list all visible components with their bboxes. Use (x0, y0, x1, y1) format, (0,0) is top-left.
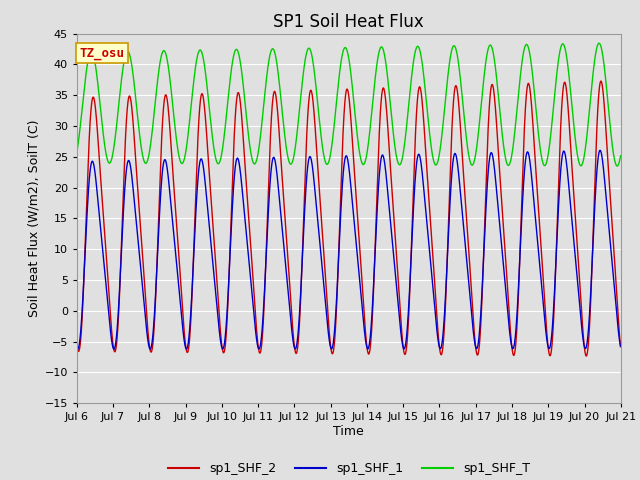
Line: sp1_SHF_2: sp1_SHF_2 (77, 81, 621, 356)
sp1_SHF_2 (507, 329, 515, 335)
sp1_SHF_2 (584, 347, 591, 352)
sp1_SHF_1 (584, 334, 591, 340)
sp1_SHF_1 (617, 343, 625, 349)
Text: TZ_osu: TZ_osu (79, 47, 125, 60)
Line: sp1_SHF_T: sp1_SHF_T (77, 43, 621, 166)
sp1_SHF_1 (596, 147, 604, 153)
sp1_SHF_2 (568, 171, 576, 177)
Legend: sp1_SHF_2, sp1_SHF_1, sp1_SHF_T: sp1_SHF_2, sp1_SHF_1, sp1_SHF_T (163, 457, 535, 480)
X-axis label: Time: Time (333, 425, 364, 438)
sp1_SHF_T (73, 149, 81, 155)
sp1_SHF_2 (597, 78, 605, 84)
sp1_SHF_2 (364, 350, 372, 356)
sp1_SHF_1 (569, 227, 577, 233)
sp1_SHF_2 (617, 344, 625, 349)
sp1_SHF_2 (73, 342, 81, 348)
sp1_SHF_2 (225, 289, 232, 295)
sp1_SHF_1 (73, 345, 81, 351)
sp1_SHF_T (376, 46, 384, 51)
sp1_SHF_T (364, 142, 372, 148)
Title: SP1 Soil Heat Flux: SP1 Soil Heat Flux (273, 12, 424, 31)
Y-axis label: Soil Heat Flux (W/m2), SoilT (C): Soil Heat Flux (W/m2), SoilT (C) (28, 120, 40, 317)
sp1_SHF_1 (74, 346, 81, 352)
sp1_SHF_T (613, 163, 621, 169)
sp1_SHF_T (507, 158, 515, 164)
Line: sp1_SHF_1: sp1_SHF_1 (77, 150, 621, 349)
sp1_SHF_T (584, 127, 591, 132)
sp1_SHF_2 (582, 353, 590, 359)
sp1_SHF_2 (376, 115, 384, 121)
sp1_SHF_T (225, 93, 232, 98)
sp1_SHF_T (568, 108, 576, 114)
sp1_SHF_1 (225, 280, 232, 286)
sp1_SHF_T (595, 40, 603, 46)
sp1_SHF_T (617, 153, 625, 159)
sp1_SHF_1 (507, 338, 515, 344)
sp1_SHF_1 (376, 162, 384, 168)
sp1_SHF_1 (365, 345, 372, 351)
